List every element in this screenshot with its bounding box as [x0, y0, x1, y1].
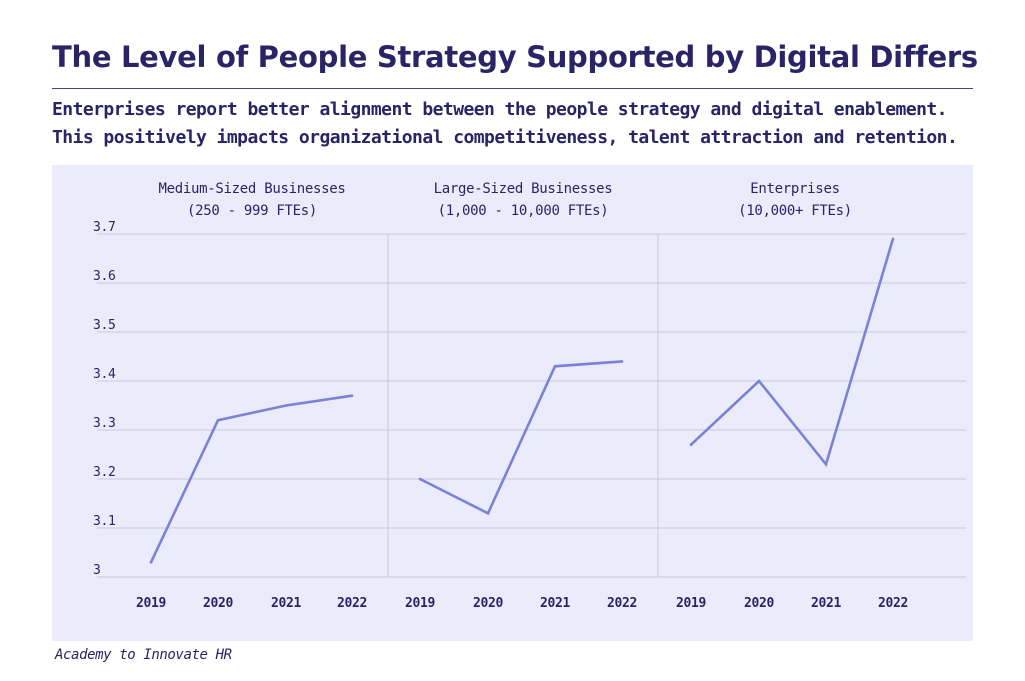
- y-tick-label: 3.7: [93, 220, 116, 235]
- y-tick-label: 3.3: [93, 416, 116, 431]
- x-tick-label: 2020: [744, 596, 775, 611]
- panel-subtitle: (10,000+ FTEs): [738, 203, 852, 219]
- y-tick-label: 3: [93, 563, 101, 578]
- panel-title: Large-Sized Businesses: [434, 181, 613, 197]
- panel-title: Medium-Sized Businesses: [159, 181, 346, 197]
- chart-panel: [52, 165, 973, 641]
- x-tick-label: 2019: [405, 596, 435, 611]
- data-point: [284, 404, 288, 407]
- series-line: [149, 394, 353, 563]
- x-tick-label: 2021: [540, 596, 571, 611]
- source-credit: Academy to Innovate HR: [55, 647, 232, 663]
- x-tick-label: 2022: [607, 596, 637, 611]
- data-point: [418, 477, 422, 481]
- panel-title: Enterprises: [750, 181, 839, 197]
- x-tick-label: 2022: [337, 596, 367, 611]
- x-tick-label: 2022: [878, 596, 908, 611]
- x-tick-label: 2019: [136, 596, 166, 611]
- y-tick-label: 3.1: [93, 514, 116, 529]
- title-divider: [52, 88, 973, 89]
- data-point: [757, 379, 761, 383]
- x-tick-label: 2021: [811, 596, 842, 611]
- x-tick-label: 2019: [676, 596, 706, 611]
- panel-subtitle: (1,000 - 10,000 FTEs): [438, 203, 609, 219]
- x-tick-label: 2020: [473, 596, 504, 611]
- x-tick-label: 2021: [271, 596, 302, 611]
- y-tick-label: 3.2: [93, 465, 116, 480]
- subtitle-line-2: This positively impacts organizational c…: [52, 127, 958, 148]
- data-point: [824, 463, 828, 466]
- subtitle-line-1: Enterprises report better alignment betw…: [52, 99, 948, 120]
- data-point: [149, 561, 153, 564]
- chart-subtitle: Enterprises report better alignment betw…: [52, 96, 992, 152]
- data-point: [891, 237, 895, 241]
- data-point: [350, 394, 354, 398]
- data-point: [216, 418, 220, 422]
- data-point: [620, 360, 624, 363]
- series-line: [419, 360, 623, 516]
- y-tick-label: 3.6: [93, 269, 116, 284]
- y-tick-label: 3.5: [93, 318, 116, 333]
- data-point: [553, 365, 557, 368]
- panel-subtitle: (250 - 999 FTEs): [187, 203, 317, 219]
- y-tick-label: 3.4: [93, 367, 116, 382]
- data-point: [486, 512, 490, 515]
- data-point: [689, 443, 693, 447]
- chart-title: The Level of People Strategy Supported b…: [52, 40, 978, 74]
- x-tick-label: 2020: [203, 596, 234, 611]
- series-line: [690, 238, 895, 468]
